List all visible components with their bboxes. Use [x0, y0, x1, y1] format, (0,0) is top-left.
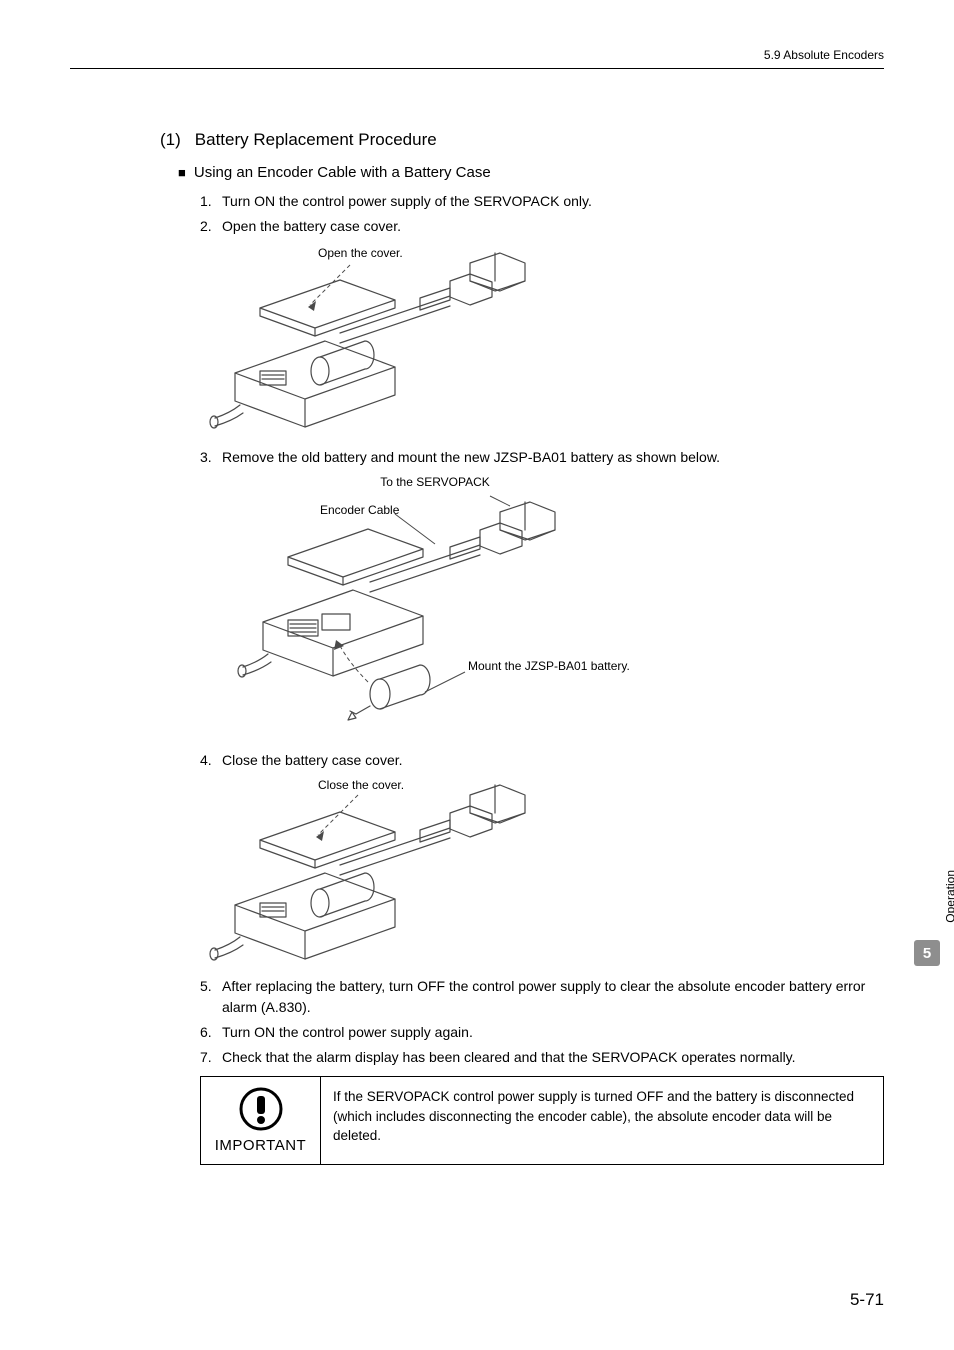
important-box: IMPORTANT If the SERVOPACK control power… — [200, 1076, 884, 1165]
heading-1-title: Battery Replacement Procedure — [195, 130, 437, 150]
fig1-label-open: Open the cover. — [318, 246, 403, 260]
header-section: 5.9 Absolute Encoders — [764, 48, 884, 62]
fig2-label-top: To the SERVOPACK — [380, 475, 490, 489]
important-word: IMPORTANT — [215, 1137, 306, 1154]
important-text: If the SERVOPACK control power supply is… — [321, 1077, 883, 1164]
procedure-list: 1.Turn ON the control power supply of th… — [200, 191, 884, 237]
figure-close-cover: Close the cover. — [200, 777, 884, 962]
heading-1-num: (1) — [160, 130, 181, 150]
important-left: IMPORTANT — [201, 1077, 321, 1164]
step-5: 5. After replacing the battery, turn OFF… — [200, 976, 884, 1018]
step-1: 1.Turn ON the control power supply of th… — [200, 191, 884, 212]
procedure-list-3: 3.Remove the old battery and mount the n… — [200, 447, 884, 468]
step-2: 2.Open the battery case cover. — [200, 216, 884, 237]
heading-2: ■ Using an Encoder Cable with a Battery … — [178, 164, 884, 181]
fig2-label-cable: Encoder Cable — [320, 503, 400, 517]
step-7: 7.Check that the alarm display has been … — [200, 1047, 884, 1068]
procedure-list-4: 4.Close the battery case cover. — [200, 750, 884, 771]
heading-2-title: Using an Encoder Cable with a Battery Ca… — [194, 164, 491, 181]
figure-open-cover: Open the cover. — [200, 243, 884, 433]
page-number: 5-71 — [850, 1290, 884, 1310]
procedure-list-5: 5. After replacing the battery, turn OFF… — [200, 976, 884, 1068]
figure-mount-battery: To the SERVOPACK Encoder Cable Mount the… — [200, 474, 884, 736]
step-4: 4.Close the battery case cover. — [200, 750, 884, 771]
bullet-square-icon: ■ — [178, 165, 186, 180]
chapter-tab: 5 — [914, 940, 940, 966]
step-3: 3.Remove the old battery and mount the n… — [200, 447, 884, 468]
fig3-label-close: Close the cover. — [318, 778, 404, 792]
side-label: Operation — [944, 870, 954, 923]
important-icon — [239, 1087, 283, 1131]
header-rule — [70, 68, 884, 69]
step-6: 6.Turn ON the control power supply again… — [200, 1022, 884, 1043]
fig2-label-mount: Mount the JZSP-BA01 battery. — [468, 659, 630, 673]
heading-1: (1) Battery Replacement Procedure — [160, 130, 884, 150]
